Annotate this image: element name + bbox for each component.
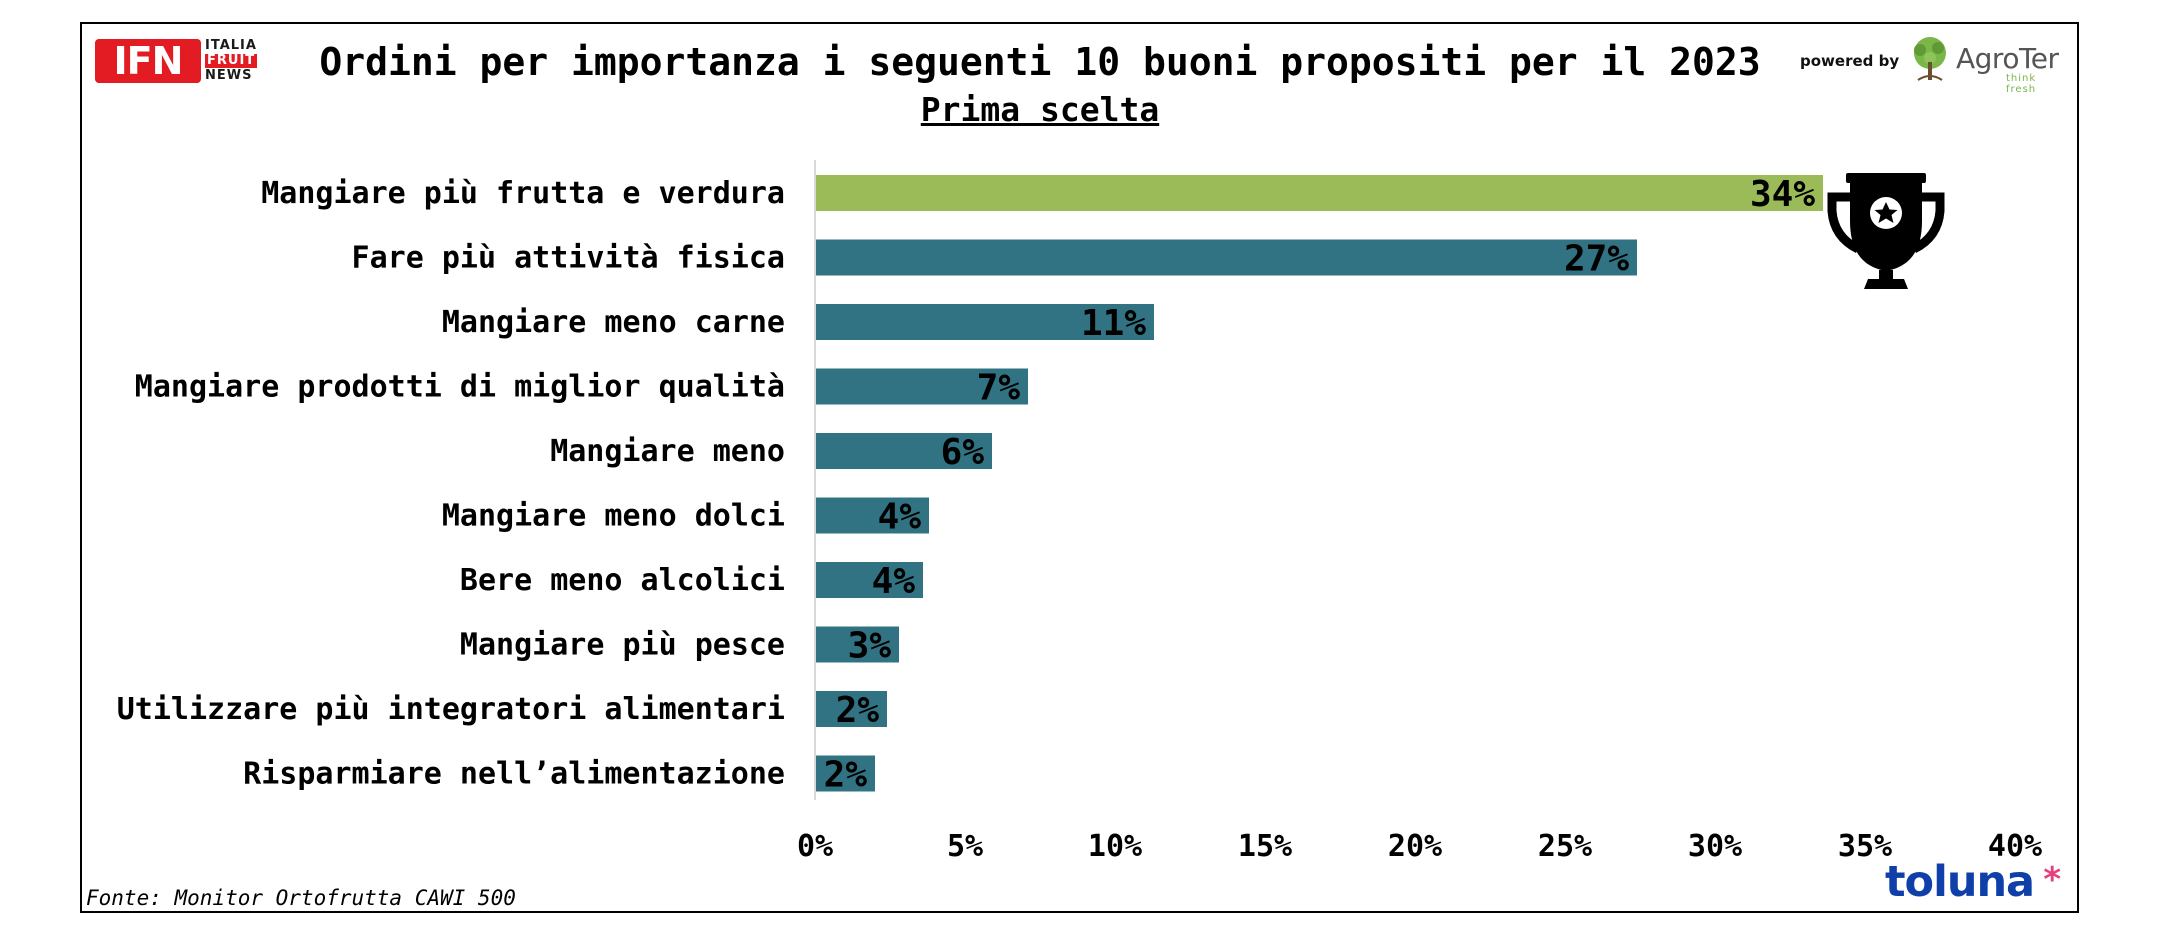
bar-value-label-7: 4%	[872, 561, 916, 602]
category-label-3: Mangiare meno carne	[442, 305, 785, 340]
bar-value-label-2: 27%	[1564, 239, 1629, 280]
bar-10	[815, 755, 875, 792]
toluna-logo: toluna	[1885, 857, 2035, 907]
ifn-logo-mark: IFN	[95, 39, 201, 83]
bar-value-label-3: 11%	[1081, 303, 1146, 344]
bar-value-label-6: 4%	[878, 497, 922, 538]
bar-2	[815, 239, 1637, 276]
bar-value-label-9: 2%	[836, 690, 880, 731]
ifn-logo-italia: ITALIA	[205, 38, 257, 53]
x-tick-label-8: 35%	[1838, 829, 1892, 864]
bars-layer: 34% 27% 11% 7% 6% 4% 4% 3% 2% 2%	[815, 174, 1823, 796]
bar-value-label-1: 34%	[1750, 174, 1815, 215]
bar-7	[815, 562, 923, 598]
bar-value-label-8: 3%	[848, 626, 892, 667]
x-tick-label-7: 30%	[1688, 829, 1742, 864]
agroter-logo: AgroTer think fresh	[1908, 36, 2068, 95]
agroter-logo-tagline: think fresh	[2006, 73, 2037, 95]
bar-8	[815, 626, 899, 663]
category-label-10: Risparmiare nell’alimentazione	[243, 757, 785, 792]
bar-value-label-10: 2%	[824, 755, 868, 796]
toluna-star-icon: *	[2042, 860, 2063, 900]
agroter-logo-name: AgroTer	[1956, 42, 2059, 75]
bar-4	[815, 368, 1028, 405]
ifn-logo-fruit: FRUIT	[205, 53, 258, 68]
trophy-icon	[1827, 173, 1945, 289]
category-label-7: Bere meno alcolici	[460, 563, 785, 598]
x-tick-label-9: 40%	[1988, 829, 2042, 864]
bar-9	[815, 691, 887, 727]
x-tick-label-3: 10%	[1088, 829, 1142, 864]
category-label-9: Utilizzare più integratori alimentari	[117, 692, 785, 727]
bar-5	[815, 433, 992, 469]
category-label-8: Mangiare più pesce	[460, 628, 785, 663]
source-note: Fonte: Monitor Ortofrutta CAWI 500	[86, 886, 516, 910]
bar-value-label-4: 7%	[977, 368, 1021, 409]
x-tick-label-4: 15%	[1238, 829, 1292, 864]
chart-title: Ordini per importanza i seguenti 10 buon…	[319, 40, 1761, 84]
bar-3	[815, 304, 1154, 340]
category-label-2: Fare più attività fisica	[352, 241, 785, 276]
chart-subtitle: Prima scelta	[920, 90, 1160, 129]
x-tick-label-5: 20%	[1388, 829, 1442, 864]
category-label-6: Mangiare meno dolci	[442, 499, 785, 534]
category-label-1: Mangiare più frutta e verdura	[261, 176, 785, 211]
x-axis-ticks-layer: 0% 5% 10% 15% 20% 25% 30% 35% 40%	[797, 829, 2042, 864]
x-tick-label-6: 25%	[1538, 829, 1592, 864]
category-label-5: Mangiare meno	[550, 434, 785, 469]
x-tick-label-1: 0%	[797, 829, 833, 864]
bar-1	[815, 175, 1823, 211]
bar-value-label-5: 6%	[941, 432, 985, 473]
bar-6	[815, 497, 929, 534]
category-label-4: Mangiare prodotti di miglior qualità	[135, 370, 785, 405]
ifn-logo-news: NEWS	[205, 68, 253, 83]
category-labels-layer: Mangiare più frutta e verdura Fare più at…	[117, 176, 785, 792]
x-tick-label-2: 5%	[947, 829, 983, 864]
chart-frame	[80, 22, 2079, 913]
tree-icon	[1914, 37, 1946, 81]
ifn-logo: IFN ITALIA FRUIT NEWS	[95, 39, 275, 85]
powered-by-label: powered by	[1800, 52, 1900, 70]
